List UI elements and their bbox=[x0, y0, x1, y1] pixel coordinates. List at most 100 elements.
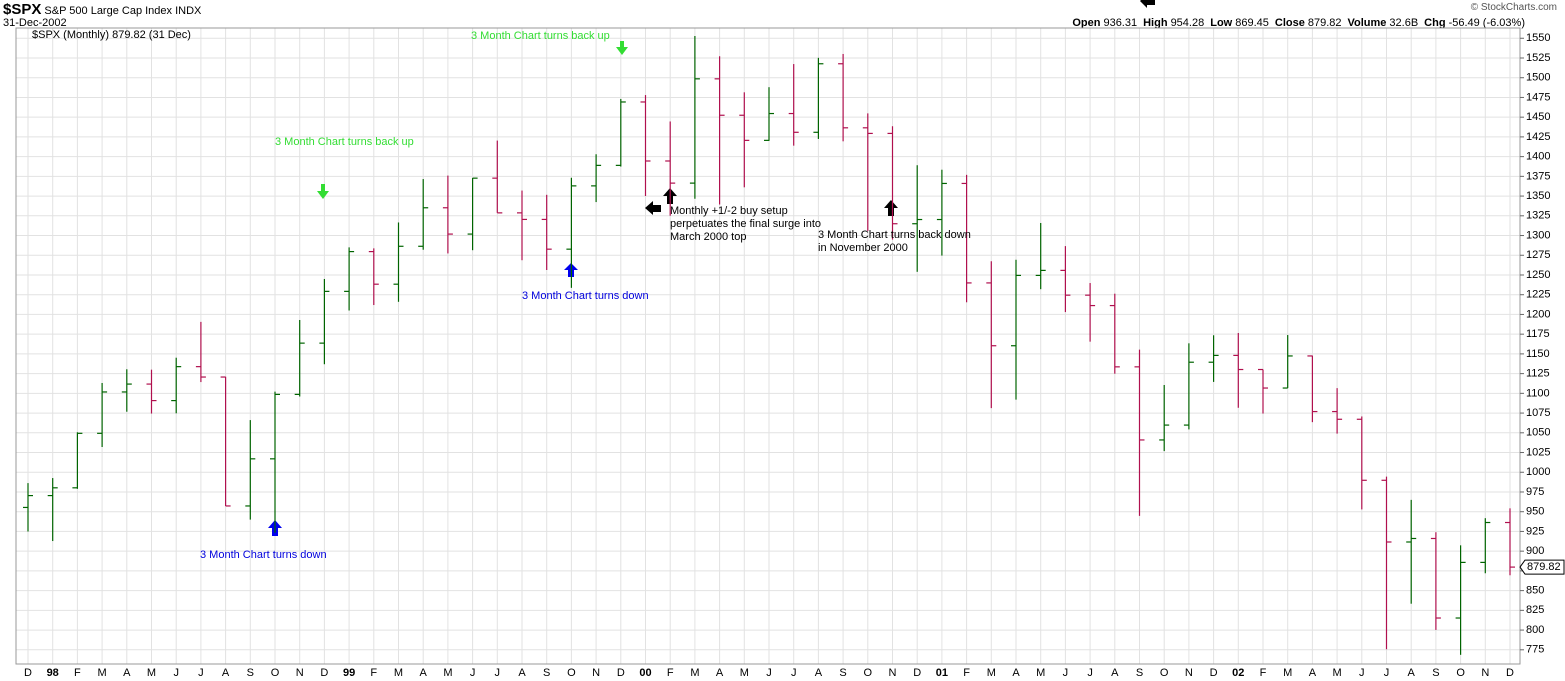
y-tick-label: 1300 bbox=[1526, 229, 1550, 241]
copyright: © StockCharts.com bbox=[1470, 2, 1557, 13]
exchange: INDX bbox=[175, 5, 202, 17]
y-tick-label: 1450 bbox=[1526, 111, 1550, 123]
stat-label: Volume bbox=[1347, 17, 1387, 29]
stat-label: Low bbox=[1210, 17, 1233, 29]
x-tick-label: 99 bbox=[343, 667, 355, 679]
y-tick-label: 900 bbox=[1526, 545, 1544, 557]
date: 31-Dec-2002 bbox=[3, 17, 67, 29]
y-tick-label: 1400 bbox=[1526, 151, 1550, 163]
x-tick-label: S bbox=[543, 667, 550, 679]
annotation: 3 Month Chart turns down bbox=[522, 290, 649, 302]
x-tick-label: F bbox=[667, 667, 674, 679]
x-tick-label: J bbox=[470, 667, 476, 679]
y-tick-label: 1075 bbox=[1526, 407, 1550, 419]
x-tick-label: S bbox=[1136, 667, 1143, 679]
y-tick-label: 925 bbox=[1526, 525, 1544, 537]
y-tick-label: 1000 bbox=[1526, 466, 1550, 478]
x-tick-label: M bbox=[690, 667, 699, 679]
x-tick-label: 01 bbox=[936, 667, 948, 679]
last-price: 879.82 bbox=[1527, 561, 1561, 573]
index-name: S&P 500 Large Cap Index bbox=[44, 5, 173, 17]
x-tick-label: 02 bbox=[1232, 667, 1244, 679]
y-tick-label: 1250 bbox=[1526, 269, 1550, 281]
y-tick-label: 1150 bbox=[1526, 348, 1550, 360]
x-tick-label: S bbox=[839, 667, 846, 679]
x-tick-label: J bbox=[495, 667, 501, 679]
x-tick-label: D bbox=[24, 667, 32, 679]
stat-value: -56.49 (-6.03%) bbox=[1448, 17, 1525, 29]
stat-label: Open bbox=[1072, 17, 1101, 29]
y-tick-label: 850 bbox=[1526, 585, 1544, 597]
x-tick-label: J bbox=[1384, 667, 1390, 679]
annotation: in November 2000 bbox=[818, 242, 908, 254]
x-tick-label: M bbox=[394, 667, 403, 679]
symbol: $SPX bbox=[3, 1, 42, 18]
annotation: March 2000 top bbox=[670, 231, 746, 243]
y-tick-label: 950 bbox=[1526, 506, 1544, 518]
x-tick-label: O bbox=[864, 667, 873, 679]
y-tick-label: 1475 bbox=[1526, 91, 1550, 103]
x-tick-label: S bbox=[1432, 667, 1439, 679]
x-tick-label: F bbox=[963, 667, 970, 679]
legend: $SPX (Monthly) 879.82 (31 Dec) bbox=[32, 29, 191, 41]
x-tick-label: O bbox=[1160, 667, 1169, 679]
x-tick-label: N bbox=[1481, 667, 1489, 679]
x-tick-label: F bbox=[74, 667, 81, 679]
x-tick-label: J bbox=[766, 667, 772, 679]
x-tick-label: N bbox=[1185, 667, 1193, 679]
arrow bbox=[645, 201, 661, 215]
x-tick-label: A bbox=[716, 667, 724, 679]
y-tick-label: 1550 bbox=[1526, 32, 1550, 44]
x-tick-label: J bbox=[1359, 667, 1365, 679]
y-tick-label: 1175 bbox=[1526, 328, 1550, 340]
x-tick-label: A bbox=[1309, 667, 1317, 679]
x-tick-label: A bbox=[123, 667, 131, 679]
x-tick-label: O bbox=[567, 667, 576, 679]
x-tick-label: A bbox=[518, 667, 526, 679]
x-tick-label: M bbox=[740, 667, 749, 679]
x-tick-label: J bbox=[1087, 667, 1093, 679]
x-tick-label: A bbox=[1408, 667, 1416, 679]
x-tick-label: J bbox=[791, 667, 797, 679]
stats: Open 936.31 High 954.28 Low 869.45 Close 879.82… bbox=[1066, 17, 1525, 29]
x-tick-label: N bbox=[592, 667, 600, 679]
x-tick-label: D bbox=[913, 667, 921, 679]
y-tick-label: 1025 bbox=[1526, 446, 1550, 458]
annotation: 3 Month Chart turns back down bbox=[818, 229, 971, 241]
x-tick-label: M bbox=[443, 667, 452, 679]
last-price-tag bbox=[1519, 559, 1565, 575]
y-tick-label: 975 bbox=[1526, 486, 1544, 498]
y-tick-label: 1225 bbox=[1526, 289, 1550, 301]
x-tick-label: A bbox=[1111, 667, 1119, 679]
stat-value: 879.82 bbox=[1307, 17, 1342, 29]
arrow bbox=[884, 200, 898, 216]
stat-value: 936.31 bbox=[1103, 17, 1138, 29]
arrow bbox=[616, 41, 628, 55]
annotation: 3 Month Chart turns back up bbox=[471, 30, 610, 42]
x-tick-label: A bbox=[222, 667, 230, 679]
arrow bbox=[317, 184, 329, 199]
plot-frame bbox=[15, 27, 1521, 665]
x-tick-label: D bbox=[617, 667, 625, 679]
y-tick-label: 1375 bbox=[1526, 170, 1550, 182]
y-tick-label: 1200 bbox=[1526, 308, 1550, 320]
annotation: perpetuates the final surge into bbox=[670, 218, 821, 230]
x-tick-label: 98 bbox=[47, 667, 59, 679]
y-tick-label: 775 bbox=[1526, 644, 1544, 656]
x-tick-label: A bbox=[1012, 667, 1020, 679]
x-tick-label: O bbox=[271, 667, 280, 679]
x-tick-label: M bbox=[1283, 667, 1292, 679]
x-tick-label: A bbox=[815, 667, 823, 679]
stat-label: High bbox=[1143, 17, 1168, 29]
stat-label: Chg bbox=[1424, 17, 1446, 29]
y-tick-label: 1325 bbox=[1526, 210, 1550, 222]
x-tick-label: J bbox=[1063, 667, 1069, 679]
x-tick-label: N bbox=[889, 667, 897, 679]
stat-label: Close bbox=[1274, 17, 1305, 29]
x-tick-label: O bbox=[1456, 667, 1465, 679]
y-tick-label: 1500 bbox=[1526, 72, 1550, 84]
x-tick-label: M bbox=[1333, 667, 1342, 679]
annotation: Monthly +1/-2 buy setup bbox=[670, 205, 788, 217]
